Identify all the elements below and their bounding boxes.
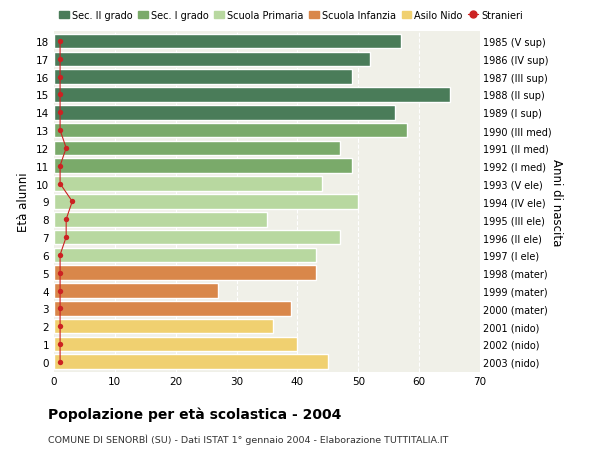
Point bbox=[55, 252, 65, 259]
Bar bbox=[54, 302, 292, 316]
Point bbox=[55, 163, 65, 170]
Point bbox=[55, 358, 65, 366]
Bar bbox=[54, 70, 352, 85]
Point bbox=[55, 269, 65, 277]
Bar bbox=[54, 213, 267, 227]
Bar bbox=[54, 88, 449, 102]
Point bbox=[55, 109, 65, 117]
Bar bbox=[54, 284, 218, 298]
Bar bbox=[54, 355, 328, 369]
Text: COMUNE DI SENORBÌ (SU) - Dati ISTAT 1° gennaio 2004 - Elaborazione TUTTITALIA.IT: COMUNE DI SENORBÌ (SU) - Dati ISTAT 1° g… bbox=[48, 434, 448, 444]
Bar bbox=[54, 177, 322, 191]
Bar bbox=[54, 123, 407, 138]
Bar bbox=[54, 195, 358, 209]
Point bbox=[55, 287, 65, 295]
Point bbox=[61, 216, 71, 224]
Point bbox=[55, 341, 65, 348]
Point bbox=[61, 145, 71, 152]
Bar bbox=[54, 106, 395, 120]
Legend: Sec. II grado, Sec. I grado, Scuola Primaria, Scuola Infanzia, Asilo Nido, Stran: Sec. II grado, Sec. I grado, Scuola Prim… bbox=[59, 11, 523, 21]
Bar bbox=[54, 266, 316, 280]
Point bbox=[55, 92, 65, 99]
Bar bbox=[54, 248, 316, 263]
Point bbox=[55, 127, 65, 134]
Point bbox=[61, 234, 71, 241]
Point bbox=[55, 56, 65, 63]
Text: Popolazione per età scolastica - 2004: Popolazione per età scolastica - 2004 bbox=[48, 406, 341, 421]
Bar bbox=[54, 319, 273, 334]
Point bbox=[55, 180, 65, 188]
Bar bbox=[54, 52, 370, 67]
Point bbox=[55, 323, 65, 330]
Bar bbox=[54, 337, 298, 352]
Point bbox=[67, 198, 77, 206]
Point bbox=[55, 305, 65, 312]
Bar bbox=[54, 141, 340, 156]
Point bbox=[55, 74, 65, 81]
Y-axis label: Anni di nascita: Anni di nascita bbox=[550, 158, 563, 246]
Bar bbox=[54, 159, 352, 174]
Point bbox=[55, 38, 65, 45]
Bar bbox=[54, 34, 401, 49]
Bar bbox=[54, 230, 340, 245]
Y-axis label: Età alunni: Età alunni bbox=[17, 172, 31, 232]
